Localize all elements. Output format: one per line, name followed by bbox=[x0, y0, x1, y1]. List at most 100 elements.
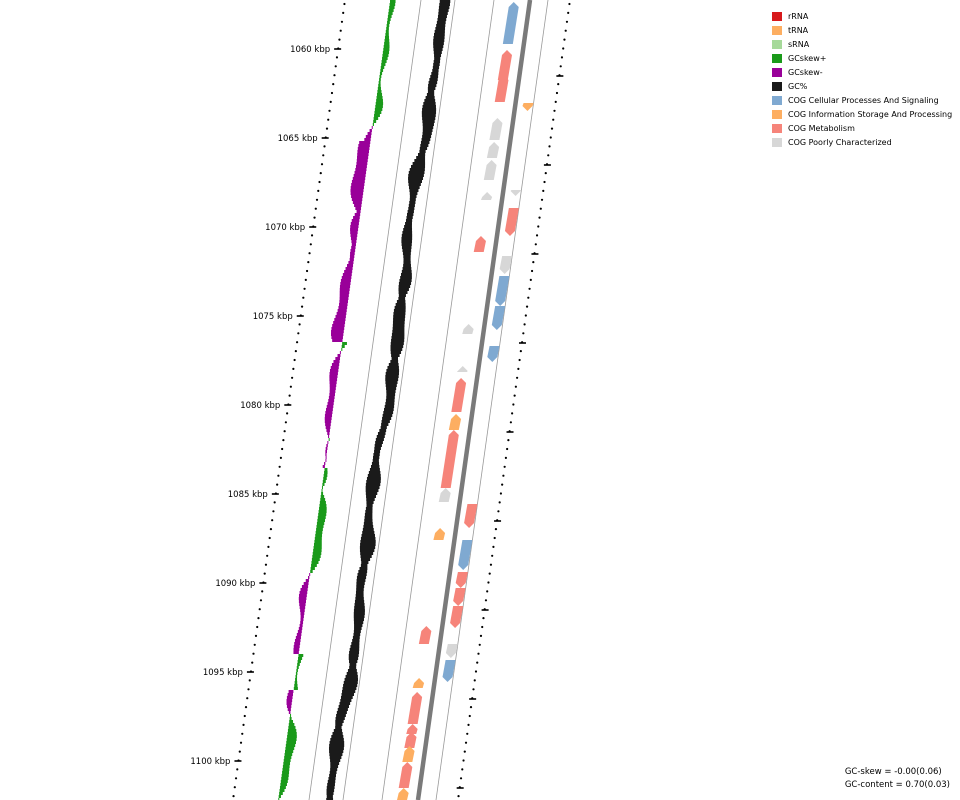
gc-skew-bar bbox=[310, 570, 313, 573]
gc-content-bar bbox=[407, 210, 414, 213]
ruler-minor-dot bbox=[538, 216, 541, 219]
gc-skew-bar bbox=[390, 0, 396, 3]
legend-label: GCskew+ bbox=[788, 53, 827, 63]
gc-content-bar bbox=[347, 669, 357, 672]
gc-skew-bar bbox=[355, 168, 367, 171]
gc-skew-bar bbox=[382, 54, 389, 57]
ruler-minor-dot bbox=[553, 109, 556, 112]
ruler-minor-dot bbox=[469, 706, 473, 709]
ruler-minor-dot bbox=[518, 358, 521, 362]
ruler-minor-dot bbox=[283, 430, 286, 433]
gene-arrow bbox=[442, 660, 456, 682]
gc-content-bar bbox=[408, 183, 421, 186]
ruler-minor-dot bbox=[339, 29, 342, 32]
gc-content-bar bbox=[335, 717, 345, 720]
ruler-minor-dot bbox=[548, 145, 551, 148]
gc-skew-bar bbox=[298, 654, 304, 657]
gc-content-bar bbox=[366, 495, 376, 498]
gc-content-bar bbox=[353, 621, 364, 624]
summary-stats: GC-skew = -0.00(0.06) GC-content = 0.70(… bbox=[845, 766, 950, 792]
ruler-minor-dot bbox=[523, 323, 526, 326]
gc-content-bar bbox=[356, 588, 364, 591]
gc-skew-bar bbox=[340, 279, 351, 282]
ruler-minor-dot bbox=[467, 723, 470, 727]
gc-skew-bar bbox=[284, 753, 293, 756]
gc-skew-bar bbox=[301, 585, 309, 588]
gc-content-bar bbox=[354, 600, 365, 603]
gene-arrow bbox=[458, 540, 473, 570]
gc-content-bar bbox=[408, 204, 415, 207]
ruler-minor-dot bbox=[525, 305, 529, 308]
gene-arrow bbox=[481, 192, 493, 200]
gc-content-bar bbox=[326, 798, 334, 800]
gc-skew-bar bbox=[313, 543, 322, 546]
gc-skew-bar bbox=[285, 744, 296, 747]
legend-swatch bbox=[772, 53, 782, 63]
ruler-minor-dot bbox=[300, 305, 304, 308]
gc-skew-bar bbox=[349, 255, 355, 258]
legend-swatch bbox=[772, 11, 782, 21]
gc-content-bar bbox=[333, 729, 343, 732]
gc-content-bar bbox=[377, 432, 386, 435]
gc-content-bar bbox=[366, 498, 375, 501]
ruler-minor-dot bbox=[328, 109, 331, 112]
gc-content-bar bbox=[353, 633, 361, 636]
gc-skew-bar bbox=[329, 390, 336, 393]
gc-skew-bar bbox=[288, 711, 291, 714]
gc-skew-bar bbox=[282, 771, 290, 774]
gc-content-bar bbox=[417, 153, 426, 156]
gc-content-bar bbox=[390, 345, 404, 348]
ruler-minor-dot bbox=[327, 118, 330, 121]
gc-content-bar bbox=[373, 453, 380, 456]
ruler-minor-dot bbox=[486, 590, 489, 593]
gc-content-bar bbox=[421, 138, 431, 141]
gc-content-bar bbox=[330, 768, 338, 771]
gc-content-bar bbox=[365, 510, 373, 513]
gc-skew-bar bbox=[339, 297, 349, 300]
gc-content-bar bbox=[408, 177, 424, 180]
gc-skew-bar bbox=[338, 306, 348, 309]
gc-content-bar bbox=[350, 645, 360, 648]
legend-item-cog-information: COG Information Storage And Processing bbox=[772, 107, 952, 121]
gc-content-bar bbox=[433, 51, 442, 54]
legend-swatch bbox=[772, 137, 782, 147]
gc-content-bar bbox=[433, 39, 445, 42]
gene-arrow bbox=[407, 692, 423, 724]
gc-content-bar bbox=[406, 213, 414, 216]
gc-skew-bar bbox=[287, 708, 291, 711]
gc-content-bar bbox=[411, 165, 426, 168]
gc-content-bar bbox=[360, 564, 368, 567]
gc-skew-bar bbox=[371, 126, 373, 129]
gc-content-bar bbox=[422, 105, 436, 108]
gc-content-bar bbox=[385, 384, 397, 387]
gc-skew-bar bbox=[329, 384, 337, 387]
gc-content-bar bbox=[386, 390, 396, 393]
gc-content-bar bbox=[408, 207, 415, 210]
ruler-minor-dot bbox=[494, 528, 498, 531]
ruler-minor-dot bbox=[463, 750, 466, 753]
ruler-label-1080: 1080 kbp bbox=[240, 401, 280, 411]
gc-content-bar bbox=[365, 492, 378, 495]
gc-skew-bar bbox=[388, 9, 394, 12]
gc-skew-bar bbox=[350, 234, 358, 237]
gc-content-bar bbox=[361, 534, 375, 537]
gc-skew-bar bbox=[323, 477, 327, 480]
ruler-minor-dot bbox=[527, 296, 530, 299]
gc-content-bar bbox=[384, 408, 394, 411]
gc-content-bar bbox=[360, 558, 371, 561]
ruler-minor-dot bbox=[314, 207, 317, 210]
gc-content-bar bbox=[438, 12, 448, 15]
gc-content-bar bbox=[436, 24, 446, 27]
ruler-minor-dot bbox=[266, 554, 269, 557]
ruler-minor-dot bbox=[504, 456, 507, 459]
gc-content-bar bbox=[386, 393, 396, 396]
gc-content-bar bbox=[398, 285, 411, 288]
gc-skew-bar bbox=[311, 561, 319, 564]
ruler-minor-dot bbox=[487, 581, 490, 584]
gc-skew-bar bbox=[324, 420, 332, 423]
gc-content-bar bbox=[390, 348, 403, 351]
gc-content-bar bbox=[360, 552, 374, 555]
gc-content-bar bbox=[433, 48, 443, 51]
ruler-minor-dot bbox=[563, 38, 566, 41]
gc-skew-bar bbox=[387, 18, 391, 21]
